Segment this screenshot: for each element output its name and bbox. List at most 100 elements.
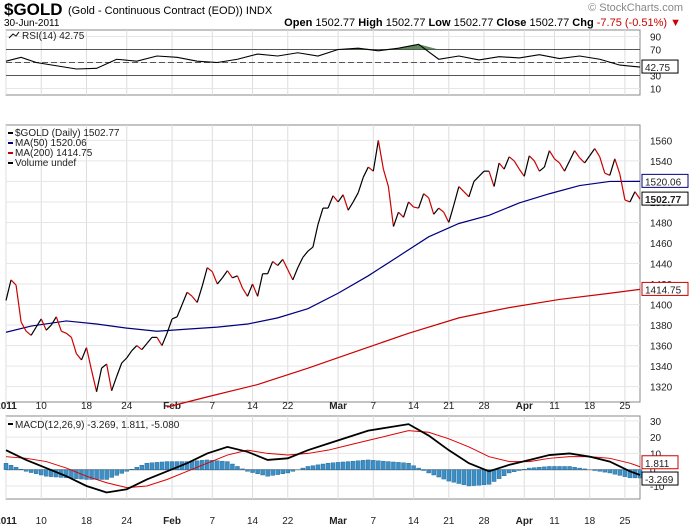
price-value-label: 1502.77 [645, 195, 682, 206]
macd-histogram-bar [275, 469, 280, 475]
price-line-segment [337, 194, 344, 203]
macd-histogram-bar [119, 469, 124, 474]
x-axis-tick-label: 28 [478, 401, 490, 412]
macd-histogram-bar [340, 461, 346, 470]
macd-histogram-bar [486, 469, 492, 485]
macd-histogram-bar [627, 469, 633, 479]
x-axis-tick-label: 7 [371, 516, 377, 527]
x-axis-tick-label: 7 [210, 516, 216, 527]
price-line-segment [392, 212, 400, 227]
price-line-segment [543, 150, 551, 168]
chg-value: -7.75 (-0.51%) [596, 17, 668, 29]
price-line-segment [473, 175, 480, 182]
price-tick-label: 1440 [650, 260, 673, 271]
price-legend-label: MA(200) 1414.75 [15, 148, 93, 159]
x-axis-tick-label: 2011 [0, 516, 17, 527]
price-tick-label: 1320 [650, 383, 673, 394]
price-line-segment [50, 316, 57, 326]
price-line-segment [463, 191, 470, 198]
x-axis-tick-label: 10 [36, 516, 48, 527]
macd-histogram-bar [421, 469, 426, 471]
rsi-tick-label: 30 [650, 72, 662, 83]
macd-histogram-bar [265, 469, 270, 477]
macd-histogram-bar [8, 465, 14, 470]
price-tick-label: 1400 [650, 301, 673, 312]
price-line-segment [433, 207, 440, 215]
price-line-segment [533, 160, 540, 172]
down-arrow-icon: ▼ [670, 17, 681, 29]
price-line-segment [15, 284, 22, 323]
price-line-segment [121, 357, 128, 364]
price-line-segment [292, 267, 299, 281]
price-line-segment [372, 140, 379, 172]
open-value: 1502.77 [315, 17, 356, 29]
macd-histogram-bar [532, 467, 537, 470]
price-line-segment [131, 345, 138, 352]
macd-histogram-bar [260, 469, 265, 476]
macd-histogram-bar [345, 461, 351, 470]
price-line-segment [418, 193, 425, 209]
x-axis-tick-label: Feb [163, 401, 181, 412]
price-line-segment [116, 362, 123, 377]
macd-histogram-bar [552, 466, 557, 470]
macd-histogram-bar [597, 469, 602, 472]
macd-histogram-bar [366, 459, 371, 470]
x-axis-tick-label: 11 [549, 516, 560, 527]
price-line-segment [594, 148, 601, 158]
macd-histogram-bar [577, 467, 582, 470]
price-line-segment [126, 350, 133, 359]
macd-histogram-bar [391, 461, 396, 470]
macd-histogram-bar [154, 462, 160, 470]
rsi-line [5, 43, 641, 70]
price-line-segment [493, 162, 500, 187]
price-legend-label: MA(50) 1520.06 [15, 138, 87, 149]
price-line-segment [176, 304, 183, 318]
ma200-value-box [641, 281, 689, 296]
macd-histogram-bar [114, 469, 119, 476]
macd-histogram-bar [195, 460, 200, 470]
price-tick-label: 1460 [650, 239, 673, 250]
macd-histogram-bar [426, 469, 431, 474]
price-line-segment [367, 166, 374, 172]
rsi-tick-label: 10 [650, 85, 662, 96]
macd-histogram-bar [3, 462, 9, 470]
macd-histogram-bar [411, 465, 416, 470]
macd-histogram-bar [33, 469, 39, 474]
macd-histogram-bar [517, 469, 522, 471]
x-axis-tick-label: 24 [121, 401, 133, 412]
macd-histogram-bar [104, 469, 109, 480]
macd-value-box [641, 471, 679, 486]
macd-histogram-bar [305, 466, 311, 470]
price-line-segment [40, 318, 47, 331]
price-legend-label: Volume undef [15, 158, 76, 169]
macd-histogram-bar [612, 469, 618, 475]
macd-histogram-bar [124, 469, 129, 472]
chg-label: Chg [572, 17, 594, 29]
macd-histogram-bar [582, 468, 587, 470]
price-line-segment [297, 257, 304, 268]
price-line-segment [171, 316, 178, 320]
macd-histogram-bar [184, 461, 190, 470]
macd-histogram-bar [250, 469, 255, 473]
price-value-box [641, 191, 689, 206]
macd-histogram-bar [245, 469, 250, 472]
macd-histogram-bar [537, 467, 542, 470]
x-axis-tick-label: 22 [282, 516, 294, 527]
price-line-segment [166, 318, 173, 334]
macd-histogram-bar [401, 462, 406, 470]
x-axis-tick-label: 14 [247, 516, 259, 527]
price-line-segment [111, 376, 118, 391]
price-line-segment [503, 156, 510, 170]
price-line-segment [554, 158, 560, 164]
price-line-segment [70, 337, 78, 354]
macd-histogram-bar [542, 466, 547, 470]
price-line-segment [624, 199, 631, 203]
price-line-segment [458, 186, 465, 193]
macd-tick-label: 10 [650, 449, 662, 460]
macd-histogram-bar [491, 469, 497, 482]
price-line-segment [30, 326, 37, 336]
macd-histogram-bar [310, 465, 316, 470]
price-tick-label: 1540 [650, 157, 673, 168]
price-line-segment [80, 347, 88, 361]
